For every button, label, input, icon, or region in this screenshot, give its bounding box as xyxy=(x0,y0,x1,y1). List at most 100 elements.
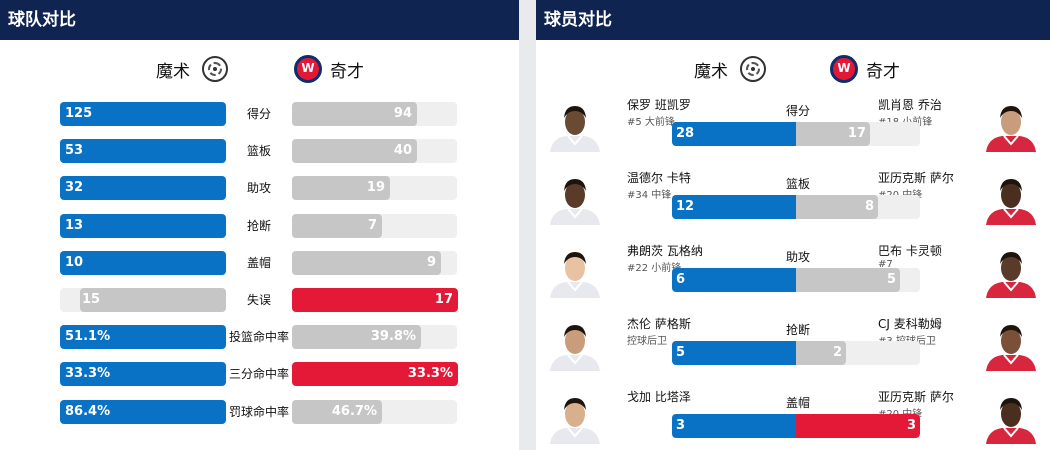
player-avatar xyxy=(550,252,600,298)
player-avatar xyxy=(550,106,600,152)
away-player-name: 亚历克斯 萨尔 xyxy=(878,390,954,404)
home-stat-value: 33.3% xyxy=(65,366,111,381)
home-stat-bar xyxy=(60,325,226,349)
home-team-name: 魔术 xyxy=(156,61,190,82)
wizards-logo-icon xyxy=(294,55,322,83)
away-player-value: 3 xyxy=(906,418,916,433)
home-team-name: 魔术 xyxy=(694,61,728,82)
away-player-value: 8 xyxy=(864,199,874,214)
away-team-header: 奇才 xyxy=(294,54,364,84)
home-player-info: #5 大前锋 xyxy=(627,117,675,128)
away-player-value: 5 xyxy=(886,272,896,287)
away-stat-bar xyxy=(292,176,390,200)
stat-label: 盖帽 xyxy=(246,256,271,270)
away-player-info: #7 xyxy=(878,259,893,270)
home-stat-bar xyxy=(80,288,226,312)
player-stat-label: 得分 xyxy=(785,104,810,118)
away-stat-value: 94 xyxy=(393,106,412,121)
away-stat-bar xyxy=(292,102,417,126)
away-stat-track: 17 xyxy=(292,288,458,312)
away-stat-bar xyxy=(292,325,421,349)
home-player-name: 杰伦 萨格斯 xyxy=(627,317,691,331)
stat-label: 抢断 xyxy=(246,219,271,233)
away-stat-track: 7 xyxy=(292,214,457,238)
home-stat-value: 32 xyxy=(65,180,84,195)
team-stat-row: 51.1% 投篮命中率 39.8% xyxy=(0,325,519,349)
home-stat-track: 13 xyxy=(60,214,226,238)
magic-logo-icon xyxy=(740,56,766,82)
player-avatar xyxy=(986,252,1036,298)
home-player-bar xyxy=(672,268,796,292)
stat-label: 投篮命中率 xyxy=(228,330,289,344)
player-avatar xyxy=(986,106,1036,152)
away-stat-bar xyxy=(292,288,458,312)
away-stat-bar xyxy=(292,139,417,163)
home-stat-value: 125 xyxy=(65,106,93,121)
home-stat-value: 86.4% xyxy=(65,404,111,419)
wizards-logo-icon xyxy=(830,55,858,83)
home-player-value: 28 xyxy=(676,126,695,141)
away-stat-track: 94 xyxy=(292,102,457,126)
away-stat-track: 46.7% xyxy=(292,400,457,424)
team-stat-row: 125 得分 94 xyxy=(0,102,519,126)
away-stat-bar xyxy=(292,400,382,424)
player-stat-label: 抢断 xyxy=(785,323,810,337)
home-player-bar xyxy=(672,414,796,438)
home-team-header: 魔术 xyxy=(156,54,228,84)
away-player-name: 凯肖恩 乔治 xyxy=(878,98,942,112)
home-player-value: 5 xyxy=(676,345,686,360)
home-stat-bar xyxy=(60,139,226,163)
home-stat-bar xyxy=(60,102,226,126)
home-stat-bar xyxy=(60,400,226,424)
stat-label: 篮板 xyxy=(246,144,271,158)
stat-label: 助攻 xyxy=(246,181,271,195)
home-stat-track: 86.4% xyxy=(60,400,226,424)
home-stat-track: 53 xyxy=(60,139,226,163)
home-player-bar xyxy=(672,341,796,365)
home-stat-bar xyxy=(60,362,226,386)
away-stat-track: 39.8% xyxy=(292,325,457,349)
away-player-bar xyxy=(796,122,870,146)
away-stat-bar xyxy=(292,251,441,275)
away-stat-track: 33.3% xyxy=(292,362,458,386)
player-stat-label: 篮板 xyxy=(785,177,810,191)
team-comparison-title: 球队对比 xyxy=(0,0,519,40)
away-team-name: 奇才 xyxy=(866,61,900,82)
home-stat-value: 53 xyxy=(65,143,84,158)
player-avatar xyxy=(986,398,1036,444)
home-player-value: 3 xyxy=(676,418,686,433)
team-stat-row: 13 抢断 7 xyxy=(0,214,519,238)
player-avatar xyxy=(550,179,600,225)
away-stat-value: 9 xyxy=(426,255,436,270)
away-stat-value: 40 xyxy=(393,143,412,158)
away-stat-value: 19 xyxy=(366,180,385,195)
home-stat-bar xyxy=(60,251,226,275)
away-stat-bar xyxy=(292,214,382,238)
away-stat-track: 19 xyxy=(292,176,457,200)
away-player-name: 巴布 卡灵顿 xyxy=(878,244,942,258)
home-player-name: 保罗 班凯罗 xyxy=(627,98,691,112)
home-stat-value: 51.1% xyxy=(65,329,111,344)
home-stat-track: 51.1% xyxy=(60,325,226,349)
away-player-bar xyxy=(796,341,846,365)
player-avatar xyxy=(986,179,1036,225)
away-team-header: 奇才 xyxy=(830,54,900,84)
home-stat-track: 10 xyxy=(60,251,226,275)
home-stat-value: 15 xyxy=(82,292,101,307)
team-stat-row: 33.3% 三分命中率 33.3% xyxy=(0,362,519,386)
stat-label: 失误 xyxy=(246,293,271,307)
home-player-info: #34 中锋 xyxy=(627,190,672,201)
away-player-value: 2 xyxy=(832,345,842,360)
stat-label: 罚球命中率 xyxy=(228,405,289,419)
home-stat-track: 32 xyxy=(60,176,226,200)
player-stat-label: 盖帽 xyxy=(785,396,810,410)
stat-label: 三分命中率 xyxy=(228,367,289,381)
team-stat-row: 53 篮板 40 xyxy=(0,139,519,163)
player-avatar xyxy=(550,325,600,371)
away-stat-value: 46.7% xyxy=(331,404,377,419)
home-stat-track: 33.3% xyxy=(60,362,226,386)
team-comparison-panel: 球队对比 魔术 奇才 125 得分 94 53 篮板 40 32 助攻 19 13 抢断 7 10 盖帽 9… xyxy=(0,0,519,450)
